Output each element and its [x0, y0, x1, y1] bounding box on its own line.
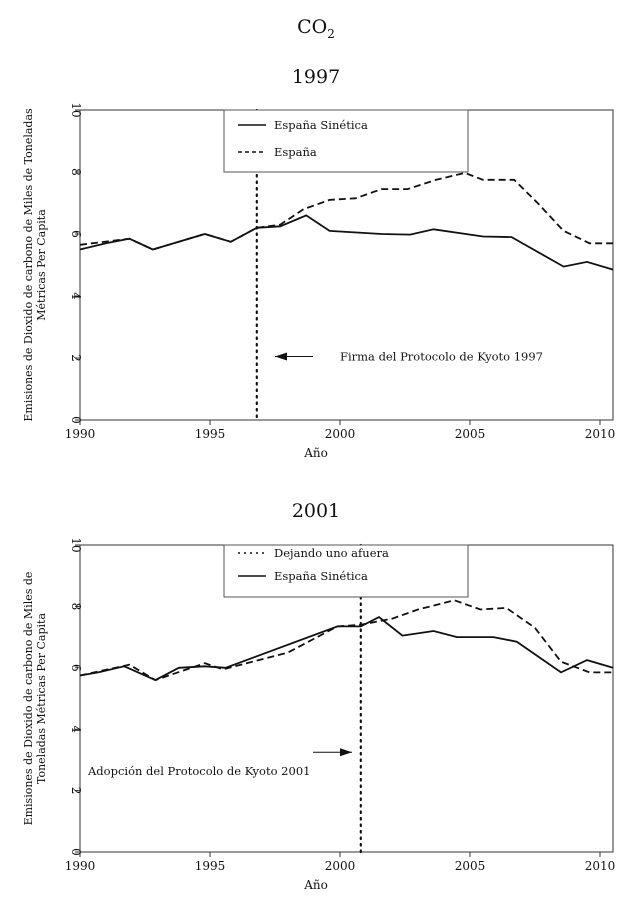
x-tick-label: 2010 [585, 859, 616, 873]
y-tick-label: 10 [69, 537, 83, 552]
legend-label: España [274, 145, 317, 159]
series-line-0 [79, 214, 614, 271]
y-tick-label: 0 [69, 416, 83, 424]
x-tick-label: 1995 [195, 427, 226, 441]
y-tick-label: 8 [69, 168, 83, 176]
y-axis-label: Emisiones de Dioxido de carbono de Miles… [22, 572, 35, 826]
chart-2001: 2001 1990 1995 2000 2005 2010 0 2 4 6 8 10 Año Emisio… [22, 500, 615, 892]
x-tick-label: 2005 [455, 859, 486, 873]
annotation-label: Firma del Protocolo de Kyoto 1997 [340, 349, 543, 363]
y-tick-label: 2 [69, 787, 83, 795]
legend-box [223, 544, 469, 598]
annotation-label: Adopción del Protocolo de Kyoto 2001 [87, 764, 310, 778]
chart-title: 2001 [292, 500, 340, 522]
figure-title: CO2 [297, 16, 335, 41]
series-line-1 [79, 616, 614, 682]
series-line-1 [79, 171, 613, 251]
x-axis-label: Año [303, 878, 328, 892]
y-tick-label: 4 [69, 725, 83, 733]
series-line-0 [79, 599, 613, 682]
legend-label: Dejando uno afuera [274, 546, 389, 560]
x-tick-label: 2005 [455, 427, 486, 441]
x-tick-label: 2000 [325, 427, 356, 441]
y-tick-label: 8 [69, 603, 83, 611]
legend-label: España Sinética [274, 569, 368, 583]
y-axis-label: Toneladas Métricas Per Capita [35, 613, 48, 784]
y-tick-label: 10 [69, 102, 83, 117]
x-tick-label: 1990 [65, 427, 96, 441]
y-tick-label: 6 [69, 664, 83, 672]
chart-title: 1997 [292, 66, 340, 88]
x-tick-label: 2010 [585, 427, 616, 441]
legend-label: España Sinética [274, 118, 368, 132]
chart-1997: 1997 1990 1995 2000 2005 2010 0 2 4 6 8 10 Año Emisio… [22, 66, 615, 460]
x-tick-label: 1990 [65, 859, 96, 873]
arrow-head-icon [275, 352, 287, 361]
legend-box [223, 109, 469, 173]
y-tick-label: 6 [69, 230, 83, 238]
x-tick-label: 2000 [325, 859, 356, 873]
x-tick-label: 1995 [195, 859, 226, 873]
y-tick-label: 4 [69, 292, 83, 300]
y-tick-label: 2 [69, 354, 83, 362]
y-tick-label: 0 [69, 848, 83, 856]
y-axis-label: Métricas Per Capita [35, 209, 48, 321]
arrow-head-icon [340, 748, 352, 757]
y-axis-label: Emisiones de Dioxido de carbono de Miles… [22, 108, 35, 422]
x-axis-label: Año [303, 446, 328, 460]
